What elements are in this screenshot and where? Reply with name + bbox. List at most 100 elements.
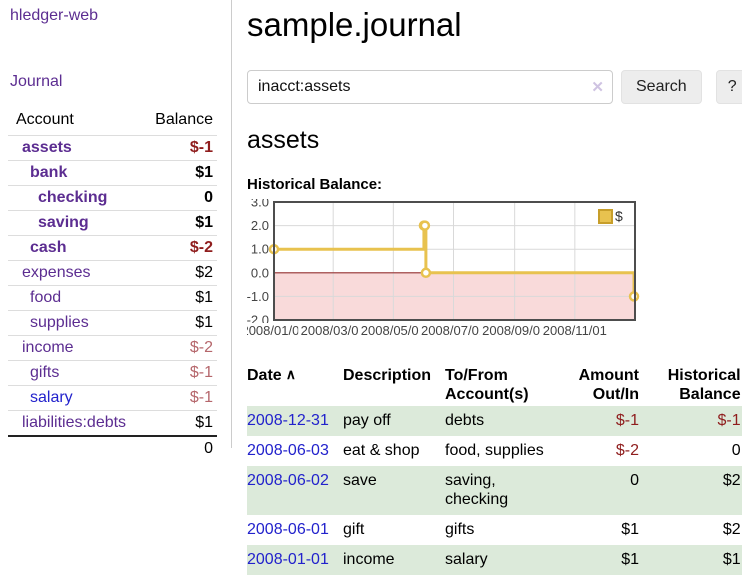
account-row: cash $-2 bbox=[8, 235, 217, 260]
transaction-amount: 0 bbox=[630, 472, 639, 489]
account-balance: 0 bbox=[204, 189, 213, 206]
account-balance: $-2 bbox=[189, 339, 213, 356]
sidebar: hledger-web Journal Account Balance asse… bbox=[0, 0, 232, 457]
transaction-date-link[interactable]: 2008-12-31 bbox=[247, 412, 329, 429]
search-bar: ✕ Search ? bbox=[247, 70, 742, 104]
transactions-body: 2008-12-31 pay off debts $-1 $-1 2008-06-03 ea… bbox=[247, 406, 742, 575]
sidebar-account-link[interactable]: bank bbox=[30, 164, 68, 181]
transaction-balance: $2 bbox=[722, 521, 741, 538]
transaction-accounts: food, supplies bbox=[445, 442, 544, 459]
transaction-amount: $-2 bbox=[615, 442, 639, 459]
historical-balance-column-header: Historical Balance bbox=[667, 367, 741, 403]
transaction-balance: 0 bbox=[731, 442, 741, 459]
sidebar-account-link[interactable]: supplies bbox=[30, 314, 89, 331]
account-balance: $1 bbox=[195, 164, 213, 181]
tofrom-accounts-column-header: To/From Account(s) bbox=[445, 367, 529, 403]
account-row: saving $1 bbox=[8, 210, 217, 235]
account-balance: $-1 bbox=[189, 364, 213, 381]
clear-search-icon[interactable]: ✕ bbox=[591, 79, 604, 96]
svg-text:2.0: 2.0 bbox=[251, 218, 269, 233]
date-column-header[interactable]: Date ∧ bbox=[247, 364, 343, 406]
account-balance: $1 bbox=[195, 414, 213, 431]
account-row: supplies $1 bbox=[8, 310, 217, 335]
account-column-header: Account bbox=[16, 111, 74, 128]
date-column-label: Date bbox=[247, 367, 282, 384]
account-row: salary $-1 bbox=[8, 385, 217, 410]
transaction-balance: $1 bbox=[722, 551, 741, 568]
sort-ascending-icon: ∧ bbox=[285, 366, 296, 382]
transaction-description: pay off bbox=[343, 412, 391, 429]
svg-text:2008/03/01: 2008/03/01 bbox=[301, 323, 366, 338]
account-row: bank $1 bbox=[8, 160, 217, 185]
search-button[interactable]: Search bbox=[621, 70, 702, 104]
transaction-accounts: salary bbox=[445, 551, 488, 568]
sidebar-account-link[interactable]: cash bbox=[30, 239, 67, 256]
transaction-row: 2008-12-31 pay off debts $-1 $-1 bbox=[247, 406, 742, 436]
account-balance: $-1 bbox=[189, 139, 213, 156]
sidebar-account-link[interactable]: expenses bbox=[22, 264, 91, 281]
account-balance: $-1 bbox=[189, 389, 213, 406]
sidebar-account-link[interactable]: salary bbox=[30, 389, 73, 406]
transaction-description: income bbox=[343, 551, 395, 568]
chart-title: Historical Balance: bbox=[247, 176, 383, 193]
account-row: expenses $2 bbox=[8, 260, 217, 285]
svg-text:2008/11/01: 2008/11/01 bbox=[543, 323, 607, 338]
historical-balance-chart: $3.0 2.0 1.0 0.0 -1.0 -2.0 2008/01/01 2008/03/0… bbox=[239, 195, 742, 348]
transaction-date-link[interactable]: 2008-06-01 bbox=[247, 521, 329, 538]
transaction-row: 2008-06-02 save saving, checking 0 $2 bbox=[247, 466, 742, 515]
transaction-accounts: debts bbox=[445, 412, 485, 429]
accounts-total-row: 0 bbox=[8, 435, 217, 461]
account-row: income $-2 bbox=[8, 335, 217, 360]
account-balance: $1 bbox=[195, 214, 213, 231]
svg-text:2008/05/01: 2008/05/01 bbox=[361, 323, 426, 338]
chart-canvas: $3.02.01.00.0-1.0-2.02008/01/012008/03/0… bbox=[239, 195, 640, 338]
account-row: gifts $-1 bbox=[8, 360, 217, 385]
sidebar-account-link[interactable]: food bbox=[30, 289, 62, 306]
svg-text:3.0: 3.0 bbox=[251, 199, 269, 210]
svg-text:0.0: 0.0 bbox=[251, 265, 269, 280]
help-button[interactable]: ? bbox=[715, 70, 742, 104]
account-balance: $2 bbox=[195, 264, 213, 281]
transaction-description: gift bbox=[343, 521, 365, 538]
transaction-accounts: gifts bbox=[445, 521, 475, 538]
svg-text:2008/09/01: 2008/09/01 bbox=[482, 323, 547, 338]
transaction-accounts: saving, checking bbox=[445, 472, 509, 508]
transaction-description: eat & shop bbox=[343, 442, 420, 459]
transaction-balance: $-1 bbox=[717, 412, 741, 429]
transaction-row: 2008-06-03 eat & shop food, supplies $-2 0 bbox=[247, 436, 742, 466]
search-input[interactable] bbox=[247, 70, 613, 104]
sidebar-account-link[interactable]: income bbox=[22, 339, 74, 356]
transactions-header-row: Date ∧ Description To/From Account(s) Amo… bbox=[247, 364, 742, 406]
account-balance: $1 bbox=[195, 289, 213, 306]
accounts-table-header: Account Balance bbox=[8, 111, 217, 135]
sidebar-account-link[interactable]: gifts bbox=[30, 364, 60, 381]
svg-text:$: $ bbox=[615, 208, 623, 224]
amount-column-header: Amount Out/In bbox=[578, 367, 639, 403]
transactions-table: Date ∧ Description To/From Account(s) Amo… bbox=[247, 364, 742, 575]
app-brand-link[interactable]: hledger-web bbox=[10, 7, 99, 24]
svg-text:1.0: 1.0 bbox=[251, 242, 269, 257]
transaction-date-link[interactable]: 2008-06-03 bbox=[247, 442, 329, 459]
account-row: assets $-1 bbox=[8, 135, 217, 160]
balance-column-header: Balance bbox=[155, 111, 213, 128]
transaction-amount: $1 bbox=[621, 521, 639, 538]
sidebar-item-journal[interactable]: Journal bbox=[10, 73, 63, 90]
main-content: sample.journal ✕ Search ? assets Histori… bbox=[232, 0, 742, 575]
account-row: checking 0 bbox=[8, 185, 217, 210]
transaction-row: 2008-06-01 gift gifts $1 $2 bbox=[247, 515, 742, 545]
accounts-total-value: 0 bbox=[204, 440, 213, 457]
sidebar-account-link[interactable]: checking bbox=[38, 189, 108, 206]
sidebar-account-link[interactable]: liabilities:debts bbox=[22, 414, 127, 431]
transaction-amount: $-1 bbox=[615, 412, 639, 429]
transaction-description: save bbox=[343, 472, 377, 489]
sidebar-account-link[interactable]: assets bbox=[22, 139, 72, 156]
account-balance: $1 bbox=[195, 314, 213, 331]
description-column-header: Description bbox=[343, 367, 432, 384]
transaction-date-link[interactable]: 2008-01-01 bbox=[247, 551, 329, 568]
account-rows: assets $-1 bank $1 checking 0 saving $1 cash $-2 e… bbox=[8, 135, 217, 435]
sidebar-account-link[interactable]: saving bbox=[38, 214, 89, 231]
transaction-date-link[interactable]: 2008-06-02 bbox=[247, 472, 329, 489]
accounts-table: Account Balance assets $-1 bank $1 checking 0… bbox=[8, 111, 217, 461]
search-box: ✕ bbox=[247, 70, 613, 104]
